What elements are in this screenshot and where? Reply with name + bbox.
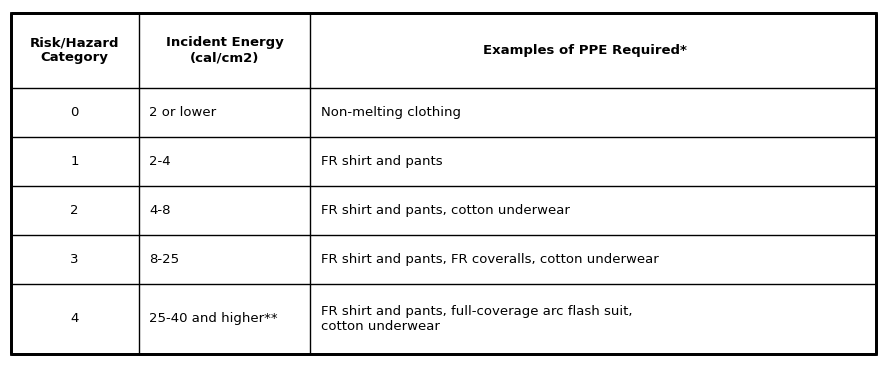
Text: 2 or lower: 2 or lower	[149, 106, 216, 119]
Text: FR shirt and pants, cotton underwear: FR shirt and pants, cotton underwear	[321, 204, 569, 217]
Text: Examples of PPE Required*: Examples of PPE Required*	[482, 44, 686, 57]
Text: FR shirt and pants, full-coverage arc flash suit,
cotton underwear: FR shirt and pants, full-coverage arc fl…	[321, 305, 632, 333]
Text: Risk/Hazard
Category: Risk/Hazard Category	[30, 36, 120, 64]
Text: 8-25: 8-25	[149, 253, 179, 266]
Text: Incident Energy
(cal/cm2): Incident Energy (cal/cm2)	[166, 36, 283, 64]
Text: 3: 3	[70, 253, 79, 266]
Text: 2: 2	[70, 204, 79, 217]
Text: Non-melting clothing: Non-melting clothing	[321, 106, 461, 119]
Text: 4: 4	[71, 312, 79, 326]
Text: FR shirt and pants: FR shirt and pants	[321, 155, 442, 168]
Text: 2-4: 2-4	[149, 155, 171, 168]
Text: 25-40 and higher**: 25-40 and higher**	[149, 312, 277, 326]
Text: 4-8: 4-8	[149, 204, 171, 217]
Text: 1: 1	[70, 155, 79, 168]
Text: FR shirt and pants, FR coveralls, cotton underwear: FR shirt and pants, FR coveralls, cotton…	[321, 253, 657, 266]
Text: 0: 0	[71, 106, 79, 119]
